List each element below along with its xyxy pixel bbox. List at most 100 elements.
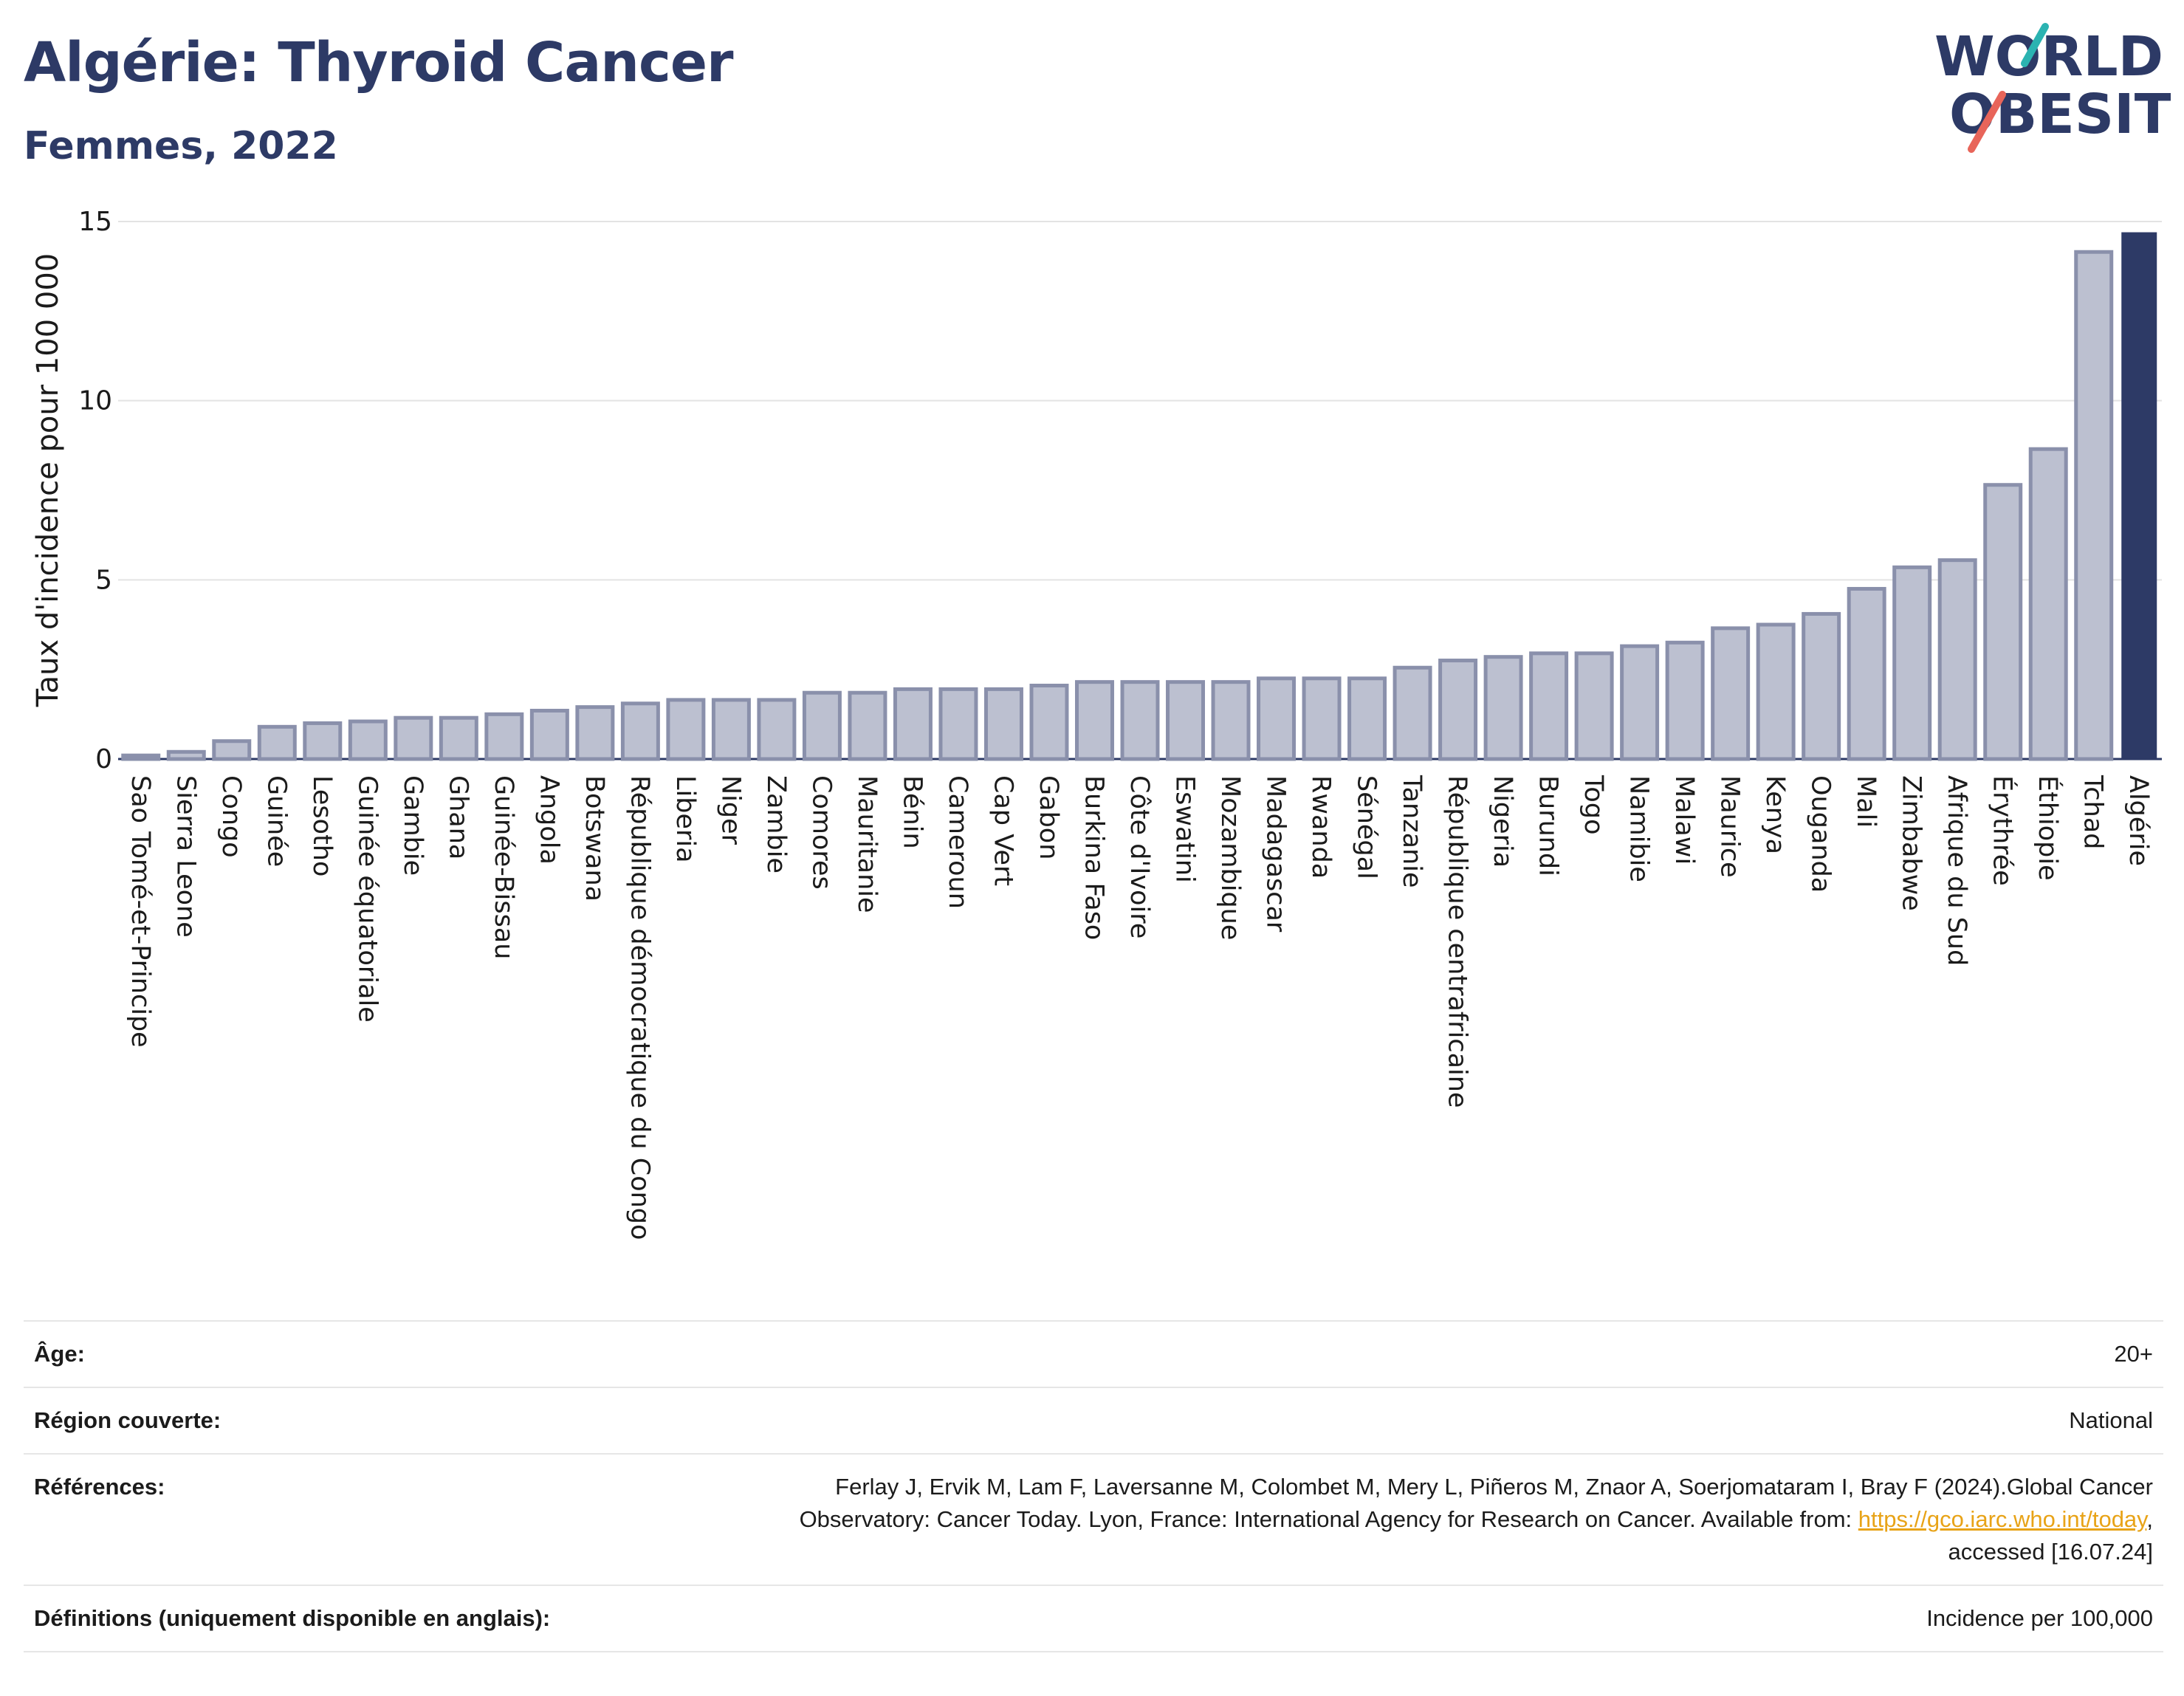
bar-25 <box>1257 676 1297 761</box>
x-tick-label: Gabon <box>1034 775 1063 859</box>
info-value-definitions: Incidence per 100,000 <box>1926 1605 2153 1631</box>
x-tick-label: Eswatini <box>1170 775 1200 883</box>
bar-6 <box>394 715 433 761</box>
bar-24 <box>1211 680 1251 761</box>
info-value-references: Ferlay J, Ervik M, Lam F, Laversanne M, … <box>800 1471 2153 1568</box>
x-tick-label: Cap Vert <box>988 775 1017 886</box>
info-row-age: Âge: 20+ <box>24 1322 2163 1388</box>
x-tick-label: Gambie <box>398 775 427 876</box>
logo-slash-teal <box>2021 23 2049 67</box>
x-tick-label: Mali <box>1851 775 1881 828</box>
bar-37 <box>1802 611 1841 761</box>
x-tick-label: Ghana <box>443 775 473 859</box>
bar-19 <box>983 687 1023 761</box>
info-label-age: Âge: <box>34 1341 85 1367</box>
x-tick-label: Tchad <box>2078 775 2108 850</box>
x-tick-label: Tanzanie <box>1397 775 1426 888</box>
bar-8 <box>484 712 524 761</box>
bar-2 <box>212 739 252 761</box>
x-tick-label: Nigeria <box>1488 775 1517 868</box>
bar-10 <box>575 705 615 761</box>
bar-31 <box>1529 651 1569 761</box>
info-value-region: National <box>2069 1407 2153 1433</box>
bar-18 <box>938 687 978 761</box>
bar-35 <box>1711 626 1751 761</box>
y-tick-label: 5 <box>95 565 112 595</box>
y-tick-label: 15 <box>78 207 112 237</box>
x-tick-label: Sao Tomé-et-Principe <box>126 775 155 1048</box>
bar-20 <box>1029 684 1069 761</box>
x-tick-label: Rwanda <box>1306 775 1336 879</box>
bar-29 <box>1438 659 1478 761</box>
x-tick-label: Érythrée <box>1988 775 2019 886</box>
x-tick-label: Zimbabwe <box>1897 775 1926 911</box>
bar-26 <box>1302 676 1342 761</box>
bar-1 <box>166 749 206 761</box>
x-tick-label: Angola <box>534 775 563 865</box>
bar-36 <box>1756 622 1796 761</box>
bar-12 <box>666 698 706 761</box>
bar-15 <box>802 690 842 761</box>
info-row-references: Références: Ferlay J, Ervik M, Lam F, La… <box>24 1455 2163 1586</box>
bar-14 <box>757 698 797 761</box>
reference-line-2: Observatory: Cancer Today. Lyon, France:… <box>800 1503 2153 1536</box>
x-tick-label: Afrique du Sud <box>1942 775 1971 966</box>
info-label-region: Région couverte: <box>34 1407 222 1433</box>
bar-30 <box>1483 655 1523 761</box>
bar-33 <box>1620 644 1660 761</box>
bar-13 <box>711 698 751 761</box>
x-tick-labels: Sao Tomé-et-Principe Sierra Leone Congo Gui… <box>126 775 2153 1240</box>
bar-43 <box>2074 250 2114 761</box>
x-tick-label: Burundi <box>1534 775 1563 876</box>
x-tick-label: Mozambique <box>1215 775 1245 940</box>
bar-chart: 0 5 10 15 Sao Tomé-et-Principe Sierra Leone C… <box>31 207 2162 1240</box>
x-tick-label: Côte d'Ivoire <box>1124 775 1154 938</box>
bar-22 <box>1120 680 1160 761</box>
bar-16 <box>848 690 887 761</box>
bar-9 <box>529 708 569 761</box>
logo-line1: WORLD <box>1934 25 2163 89</box>
reference-link[interactable]: https://gco.iarc.who.int/today <box>1858 1506 2147 1532</box>
x-tick-label: Lesotho <box>307 775 337 876</box>
info-row-region: Région couverte: National <box>24 1388 2163 1455</box>
bar-39 <box>1892 565 1932 761</box>
info-value-age: 20+ <box>2114 1341 2153 1367</box>
bar-4 <box>303 721 343 761</box>
bar-41 <box>1983 483 2023 761</box>
page-subtitle: Femmes, 2022 <box>24 124 338 168</box>
reference-line-2-end: , <box>2146 1506 2153 1532</box>
bar-42 <box>2028 447 2068 761</box>
bar-21 <box>1074 680 1114 761</box>
reference-line-3: accessed [16.07.24] <box>1948 1539 2153 1565</box>
bar-34 <box>1665 640 1705 761</box>
y-axis-label: Taux d'incidence pour 100 000 <box>31 253 65 707</box>
x-tick-label: Zambie <box>761 775 791 873</box>
x-tick-label: Comores <box>806 775 836 890</box>
x-tick-label: Burkina Faso <box>1079 775 1108 940</box>
x-tick-label: Niger <box>715 775 745 845</box>
bar-7 <box>439 715 478 761</box>
x-tick-label: Malawi <box>1669 775 1699 865</box>
x-tick-label: République centrafricaine <box>1443 775 1472 1108</box>
y-tick-label: 10 <box>78 386 112 416</box>
x-tick-label: Mauritanie <box>852 775 882 913</box>
x-tick-label: Cameroun <box>943 775 972 909</box>
y-tick-label: 0 <box>95 744 112 775</box>
info-label-references: Références: <box>34 1474 165 1500</box>
bar-28 <box>1393 665 1432 761</box>
x-tick-label: Guinée équatoriale <box>352 775 382 1023</box>
info-row-definitions: Définitions (uniquement disponible en an… <box>24 1586 2163 1652</box>
bar-23 <box>1166 680 1206 761</box>
x-tick-label: Sénégal <box>1352 775 1381 879</box>
x-tick-label: Liberia <box>670 775 700 863</box>
info-table: Âge: 20+ Région couverte: National Référ… <box>24 1320 2163 1652</box>
world-obesity-logo: WORLD OBESITY <box>1934 23 2171 153</box>
bar-40 <box>1937 558 1977 761</box>
x-tick-label: Namibie <box>1624 775 1654 882</box>
x-tick-label: Algérie <box>2123 775 2153 866</box>
info-label-definitions: Définitions (uniquement disponible en an… <box>34 1605 551 1631</box>
bar-27 <box>1347 676 1387 761</box>
y-tick-labels: 0 5 10 15 <box>78 207 112 775</box>
logo-line2: OBESITY <box>1949 83 2171 146</box>
x-tick-label: Congo <box>216 775 246 858</box>
